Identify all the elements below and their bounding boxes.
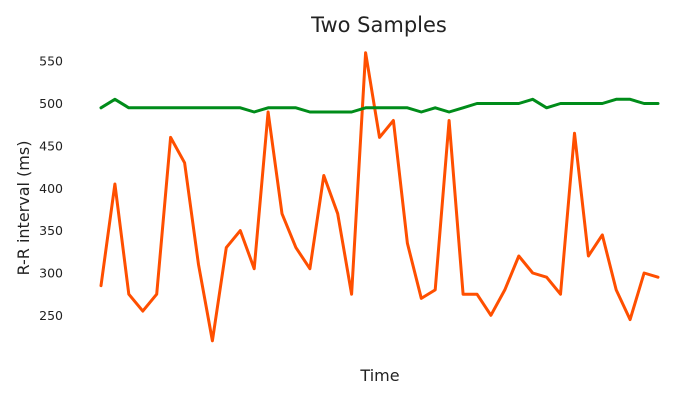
y-tick-label: 550 bbox=[39, 54, 63, 69]
y-axis-label: R-R interval (ms) bbox=[14, 141, 33, 276]
series-line-1 bbox=[99, 51, 660, 343]
plot-area bbox=[99, 51, 660, 343]
y-tick-label: 450 bbox=[39, 138, 63, 153]
series-line-2 bbox=[99, 97, 660, 114]
y-tick-label: 400 bbox=[39, 181, 63, 196]
x-axis-label: Time bbox=[359, 366, 399, 385]
chart-title: Two Samples bbox=[310, 13, 447, 37]
y-tick-label: 250 bbox=[39, 308, 63, 323]
y-tick-label: 300 bbox=[39, 265, 63, 280]
y-tick-label: 500 bbox=[39, 96, 63, 111]
y-axis-ticks: 250 300 350 400 450 500 550 bbox=[39, 54, 63, 323]
y-tick-label: 350 bbox=[39, 223, 63, 238]
